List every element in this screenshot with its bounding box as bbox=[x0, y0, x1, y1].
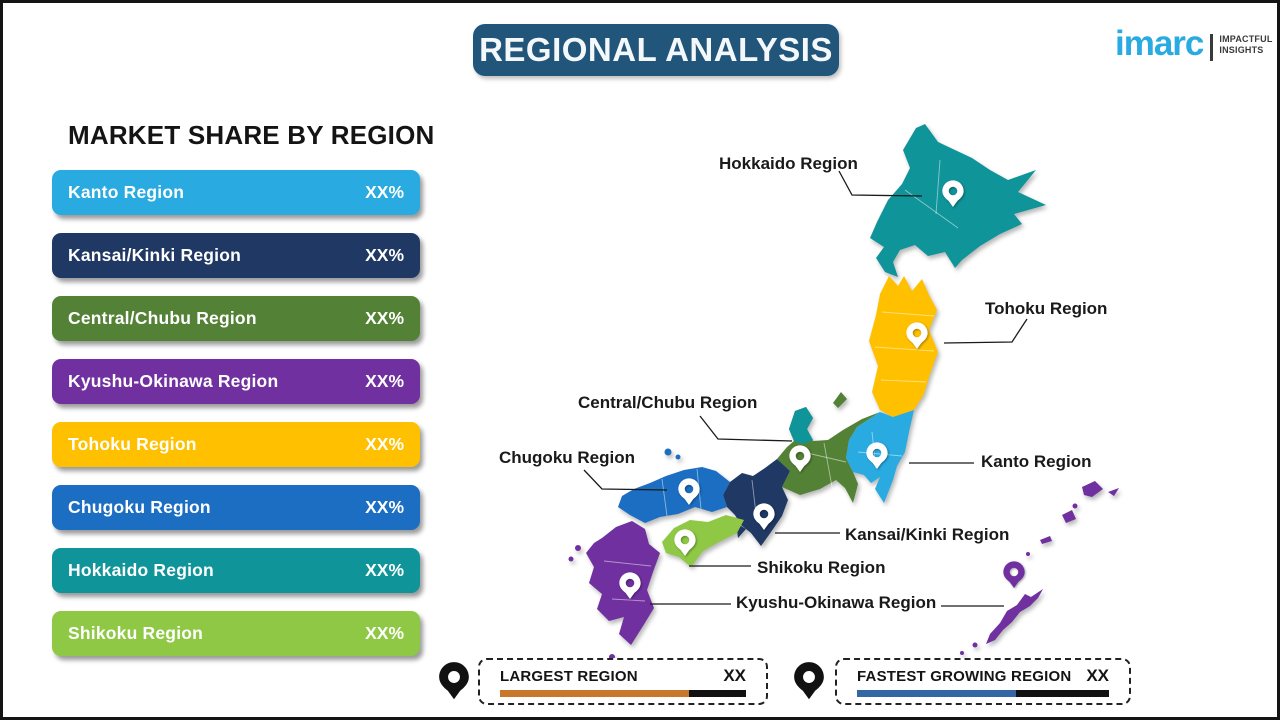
map-islet-kyushu-4 bbox=[568, 556, 574, 562]
prefecture-lines bbox=[603, 159, 959, 602]
share-bar-label: Kyushu-Okinawa Region bbox=[68, 371, 279, 391]
leader-line-chubu bbox=[699, 415, 793, 442]
map-islet-okinawa-2 bbox=[960, 651, 964, 655]
page-title: REGIONAL ANALYSIS bbox=[479, 31, 833, 68]
share-bar-value: XX% bbox=[365, 182, 404, 202]
map-islet-amami-4 bbox=[1062, 510, 1076, 523]
share-bar-value: XX% bbox=[365, 371, 404, 391]
leader-line-hokkaido bbox=[838, 170, 923, 197]
fastest-growing-legend: FASTEST GROWING REGION XX bbox=[835, 658, 1131, 705]
largest-region-label: LARGEST REGION bbox=[500, 667, 638, 685]
map-label-chubu: Central/Chubu Region bbox=[578, 393, 758, 412]
share-bar-kanto: Kanto Region XX% bbox=[52, 170, 420, 215]
largest-region-pin-icon bbox=[439, 662, 469, 700]
share-bar-chugoku: Chugoku Region XX% bbox=[52, 485, 420, 530]
map-islet-oki-2 bbox=[675, 454, 681, 460]
logo-brand-text: imarc bbox=[1115, 24, 1204, 63]
share-bar-value: XX% bbox=[365, 245, 404, 265]
largest-region-bar bbox=[500, 690, 746, 697]
largest-region-bar-fill bbox=[500, 690, 690, 697]
share-bar-tohoku: Tohoku Region XX% bbox=[52, 422, 420, 467]
share-bar-label: Chugoku Region bbox=[68, 497, 211, 517]
pin-okinawa-icon bbox=[1003, 561, 1025, 588]
map-region-noto-patch bbox=[789, 407, 813, 444]
share-bar-label: Kansai/Kinki Region bbox=[68, 245, 241, 265]
map-label-shikoku: Shikoku Region bbox=[757, 558, 886, 577]
share-bar-chubu: Central/Chubu Region XX% bbox=[52, 296, 420, 341]
largest-region-legend: LARGEST REGION XX bbox=[478, 658, 768, 705]
map-islet-amami-1 bbox=[1082, 481, 1103, 497]
map-islet-amami-5 bbox=[1040, 536, 1052, 544]
map-label-chugoku: Chugoku Region bbox=[499, 448, 635, 467]
share-bar-kyushu-okinawa: Kyushu-Okinawa Region XX% bbox=[52, 359, 420, 404]
map-islet-amami-6 bbox=[1026, 552, 1030, 556]
map-islet-okinawa-1 bbox=[972, 642, 978, 648]
share-bar-label: Kanto Region bbox=[68, 182, 185, 202]
leader-line-chugoku bbox=[583, 469, 668, 491]
fastest-growing-label: FASTEST GROWING REGION bbox=[857, 667, 1072, 685]
logo-tagline-line1: IMPACTFUL bbox=[1219, 34, 1273, 44]
largest-region-value: XX bbox=[723, 666, 746, 685]
map-label-hokkaido: Hokkaido Region bbox=[719, 154, 858, 173]
share-bar-value: XX% bbox=[365, 560, 404, 580]
fastest-growing-value: XX bbox=[1086, 666, 1109, 685]
map-region-shikoku bbox=[662, 515, 744, 567]
share-bar-value: XX% bbox=[365, 623, 404, 643]
map-region-tohoku bbox=[869, 276, 938, 417]
share-bar-value: XX% bbox=[365, 308, 404, 328]
map-region-okinawa bbox=[986, 589, 1043, 644]
share-bar-kansai: Kansai/Kinki Region XX% bbox=[52, 233, 420, 278]
map-label-kansai: Kansai/Kinki Region bbox=[845, 525, 1010, 544]
fastest-growing-bar-rest bbox=[1015, 690, 1109, 697]
fastest-growing-bar bbox=[857, 690, 1109, 697]
share-bar-hokkaido: Hokkaido Region XX% bbox=[52, 548, 420, 593]
map-islet-amami-2 bbox=[1108, 488, 1119, 496]
map-islet-kyushu-3 bbox=[575, 545, 581, 551]
largest-region-bar-rest bbox=[689, 690, 746, 697]
share-bar-label: Tohoku Region bbox=[68, 434, 197, 454]
market-share-title: MARKET SHARE BY REGION bbox=[68, 120, 435, 150]
map-islet-oki-1 bbox=[664, 448, 672, 456]
map-region-kansai bbox=[723, 459, 790, 546]
map-islet-sado bbox=[833, 392, 847, 408]
map-label-tohoku: Tohoku Region bbox=[985, 299, 1108, 318]
fastest-growing-bar-fill bbox=[857, 690, 1016, 697]
header-banner: REGIONAL ANALYSIS bbox=[473, 24, 839, 76]
logo-tagline-line2: INSIGHTS bbox=[1219, 45, 1264, 55]
map-label-kyushu-okinawa: Kyushu-Okinawa Region bbox=[736, 593, 937, 612]
logo-tagline: IMPACTFUL INSIGHTS bbox=[1219, 34, 1272, 56]
share-bar-value: XX% bbox=[365, 497, 404, 517]
market-share-list: Kanto Region XX% Kansai/Kinki Region XX%… bbox=[52, 170, 420, 674]
map-region-chugoku bbox=[618, 467, 730, 523]
leader-lines bbox=[583, 170, 1028, 607]
share-bar-label: Shikoku Region bbox=[68, 623, 204, 643]
share-bar-label: Hokkaido Region bbox=[68, 560, 214, 580]
map-region-hokkaido bbox=[870, 124, 1046, 277]
logo-divider bbox=[1210, 34, 1214, 61]
share-bar-shikoku: Shikoku Region XX% bbox=[52, 611, 420, 656]
map-islet-amami-3 bbox=[1072, 503, 1078, 509]
share-bar-value: XX% bbox=[365, 434, 404, 454]
map-label-kanto: Kanto Region bbox=[981, 452, 1092, 471]
fastest-growing-pin-icon bbox=[794, 662, 824, 700]
share-bar-label: Central/Chubu Region bbox=[68, 308, 257, 328]
imarc-logo: imarc IMPACTFUL INSIGHTS bbox=[1115, 26, 1273, 62]
leader-line-tohoku bbox=[943, 318, 1028, 344]
